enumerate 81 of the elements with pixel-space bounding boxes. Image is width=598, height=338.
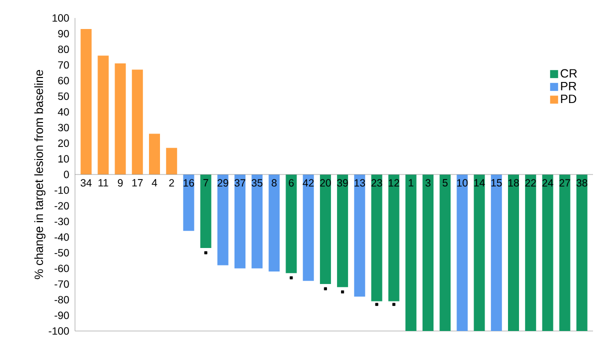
y-tick-label: 100	[52, 14, 69, 22]
y-tick-label: 50	[58, 92, 69, 100]
x-tick-label: 5	[442, 179, 448, 187]
x-tick-label: 9	[118, 179, 123, 187]
x-tick-label: 37	[234, 179, 246, 187]
bar	[98, 56, 109, 174]
x-tick-label: 17	[132, 179, 143, 186]
bar	[474, 174, 485, 331]
x-tick-label: 7	[203, 179, 208, 186]
bar	[508, 174, 520, 331]
bar	[337, 174, 348, 288]
y-tick-label: -90	[54, 312, 69, 320]
x-tick-label: 4	[152, 179, 158, 186]
x-tick-label: 39	[337, 179, 348, 187]
bar	[132, 70, 143, 174]
x-tick-label: 22	[525, 179, 536, 186]
bar	[388, 174, 400, 302]
y-tick-label: -30	[54, 218, 69, 226]
y-tick-label: -40	[54, 233, 69, 241]
bar	[148, 134, 160, 174]
x-tick-label: 3	[426, 179, 430, 187]
x-tick-label: 15	[491, 179, 502, 187]
y-tick-label: 70	[58, 61, 69, 69]
y-tick-label: 20	[58, 139, 69, 147]
bar	[114, 63, 126, 174]
x-tick-label: 35	[252, 179, 262, 187]
bar	[576, 174, 588, 331]
x-tick-label: 2	[169, 179, 174, 186]
bar	[490, 174, 502, 331]
y-tick-label: -80	[54, 296, 69, 304]
y-tick-label: -100	[48, 327, 69, 335]
x-tick-label: 20	[320, 179, 331, 187]
x-tick-label: 10	[457, 179, 468, 187]
y-tick-label: -60	[54, 264, 69, 272]
bar	[320, 174, 331, 284]
bar	[286, 174, 297, 274]
bar	[422, 174, 434, 331]
x-tick-label: 16	[184, 179, 194, 187]
y-tick-label: 80	[58, 46, 69, 54]
y-tick-label: 10	[58, 155, 69, 163]
y-tick-label: 60	[58, 76, 69, 84]
x-tick-label: 42	[302, 179, 314, 186]
x-tick-label: 11	[98, 179, 108, 186]
legend-label: CR	[560, 69, 577, 78]
bar	[559, 174, 570, 331]
y-tick-label: -50	[54, 249, 69, 256]
y-tick-label: -10	[54, 186, 69, 194]
bar	[268, 174, 280, 272]
y-tick-label: -70	[54, 280, 69, 288]
bar	[234, 174, 246, 268]
bar	[542, 174, 554, 331]
legend-label: PR	[561, 82, 576, 90]
bar	[456, 174, 468, 331]
bar	[252, 174, 263, 268]
y-tick-label: 40	[58, 108, 69, 116]
x-tick-label: 18	[508, 179, 519, 187]
x-tick-label: 34	[80, 179, 92, 187]
x-tick-label: 29	[218, 179, 228, 187]
bar	[217, 174, 228, 266]
bar	[371, 174, 382, 302]
y-axis-title: % change in target lesion from baseline	[34, 70, 46, 280]
y-tick-label: -20	[54, 202, 69, 210]
x-tick-label: 6	[288, 179, 294, 187]
bar	[200, 174, 212, 248]
bar	[183, 174, 194, 231]
bar	[166, 148, 178, 174]
bar	[354, 174, 366, 297]
x-tick-label: 13	[354, 179, 366, 187]
x-tick-label: 1	[408, 179, 414, 186]
y-tick-label: 0	[64, 170, 69, 178]
bar	[80, 28, 92, 174]
y-tick-label: 30	[58, 124, 69, 132]
bar	[525, 174, 536, 331]
bar	[405, 174, 416, 331]
x-tick-label: 12	[388, 179, 400, 186]
y-tick-label: 90	[58, 30, 69, 38]
bar	[440, 174, 451, 331]
x-tick-label: 38	[576, 179, 588, 187]
bar	[302, 174, 314, 281]
legend-label: PD	[561, 94, 576, 104]
x-tick-label: 8	[272, 179, 277, 187]
